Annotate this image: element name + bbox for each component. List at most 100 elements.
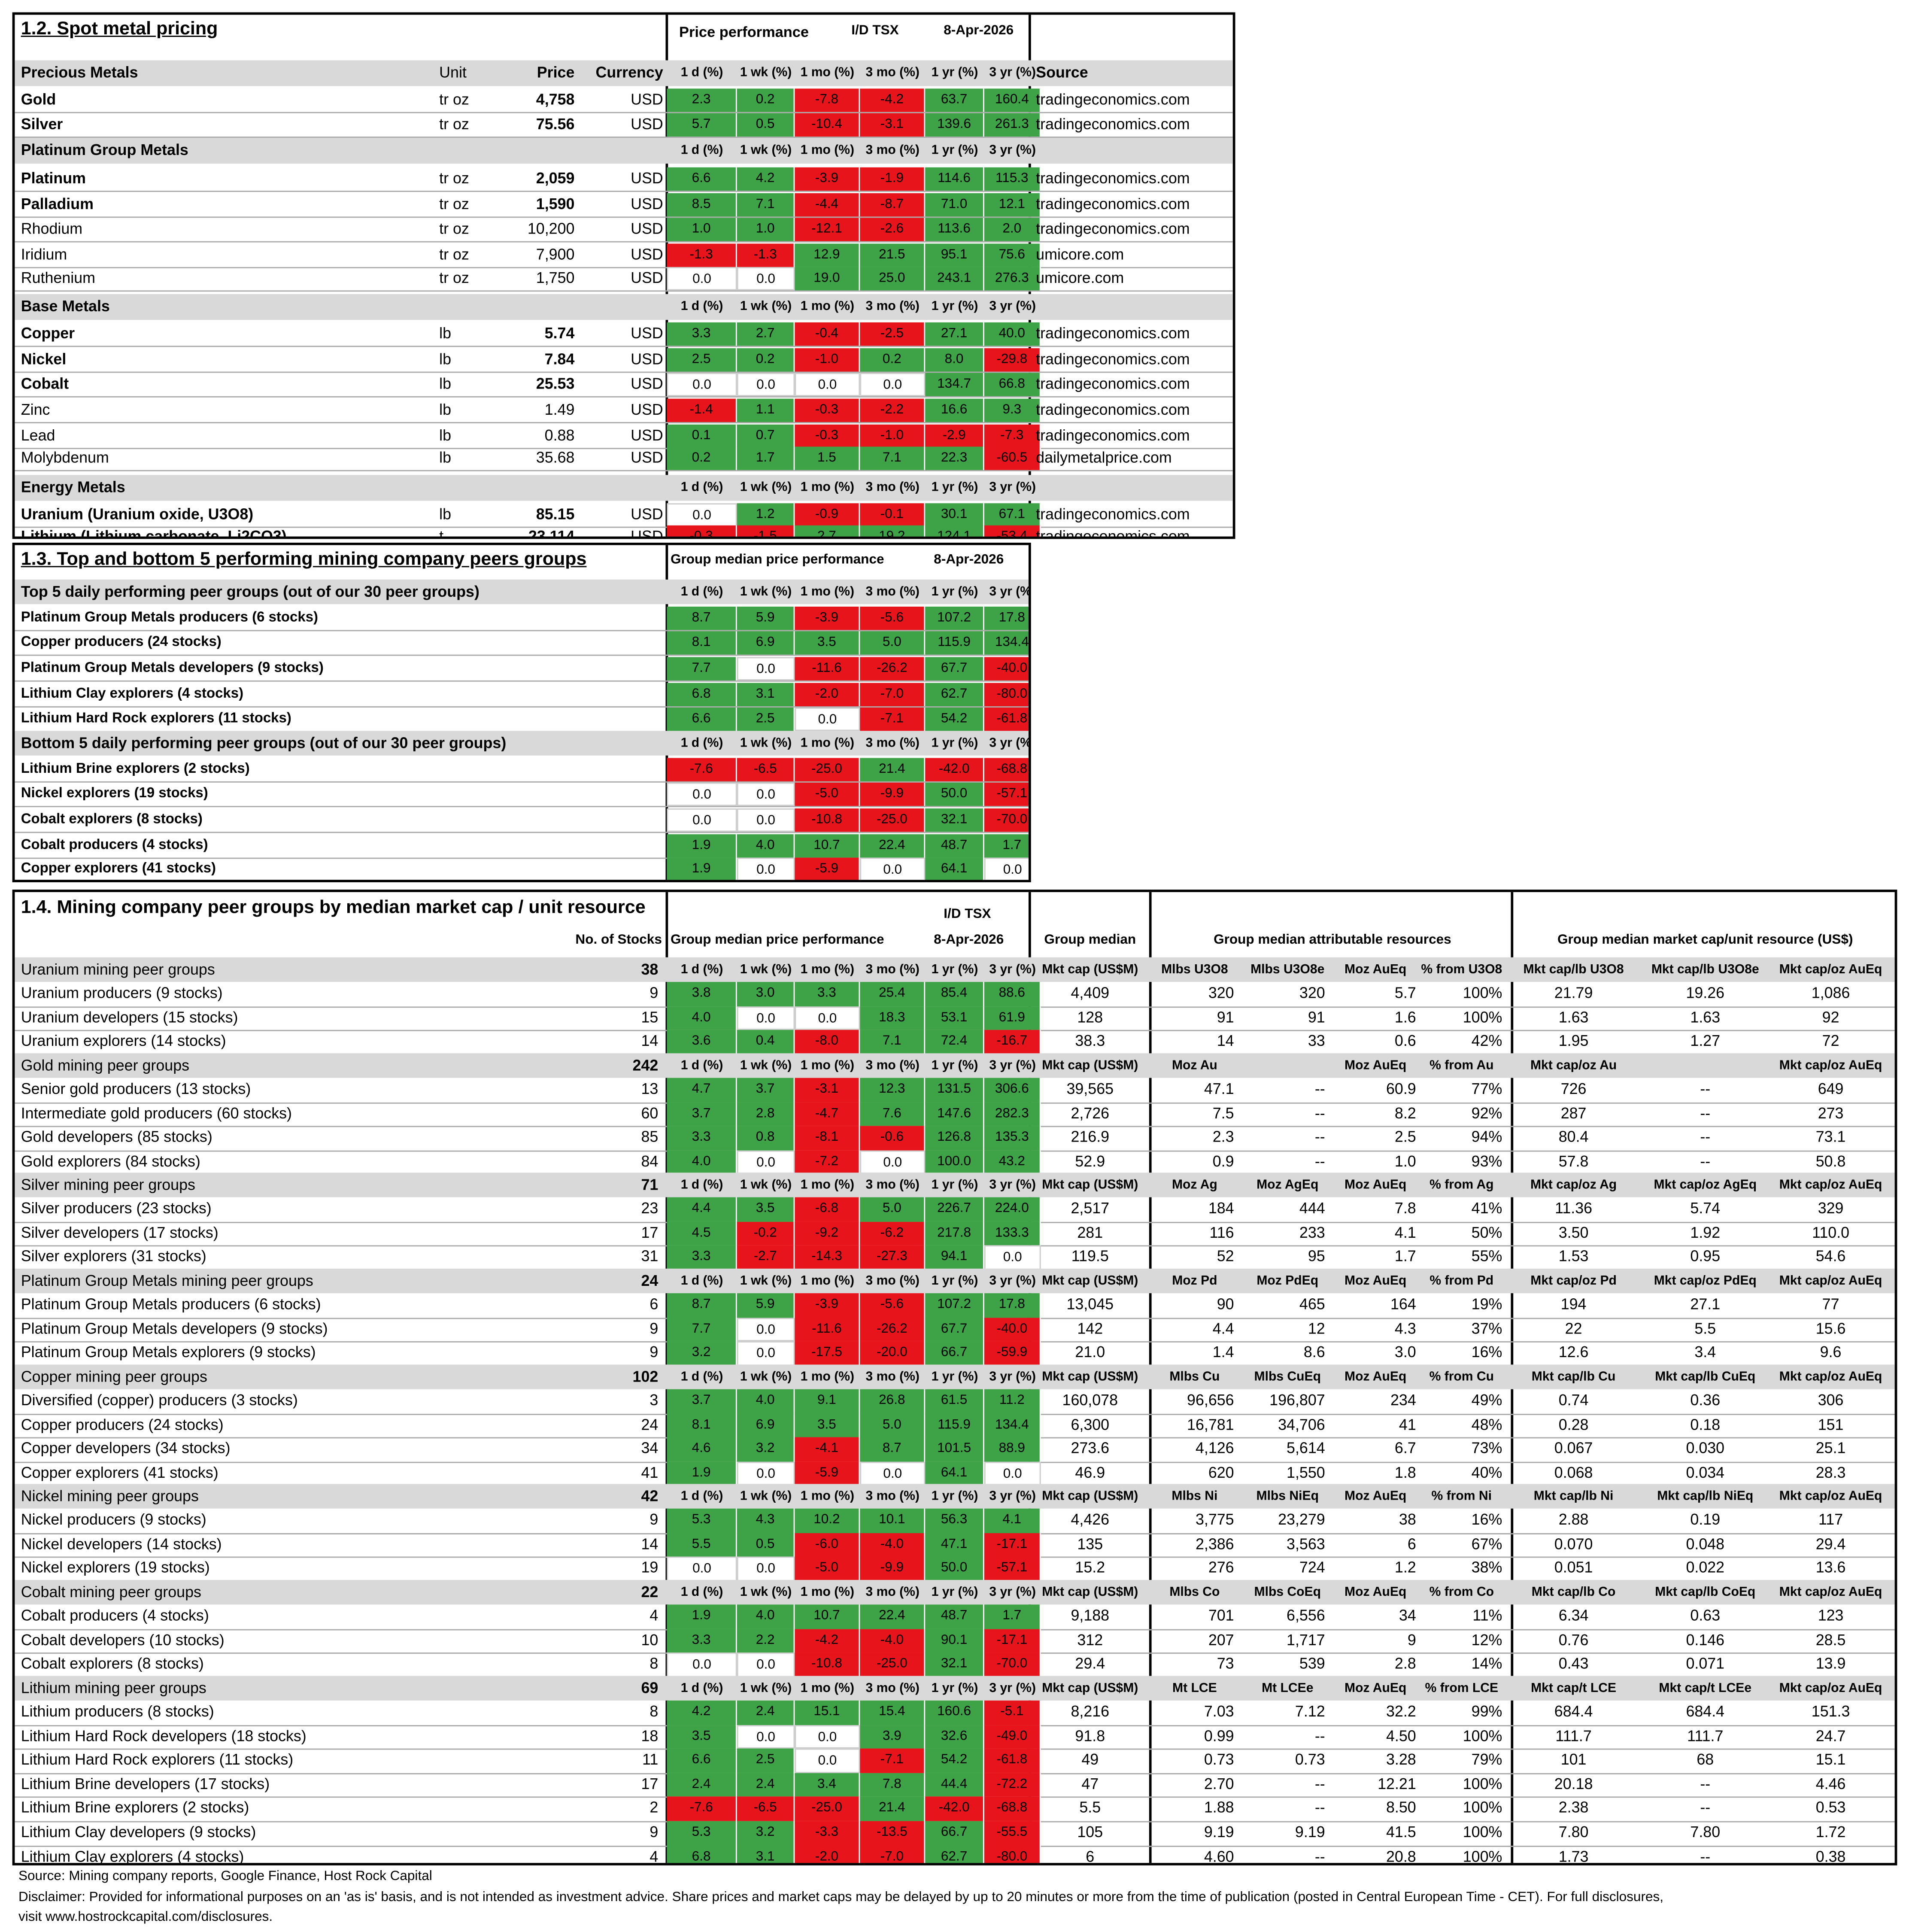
metal-unit: t bbox=[439, 528, 444, 539]
value-cell: 444 bbox=[1299, 1200, 1325, 1217]
perf-cell: 4.3 bbox=[737, 1508, 795, 1533]
stock-count: 14 bbox=[641, 1535, 659, 1552]
perf-header: 1 yr (%) bbox=[931, 65, 978, 80]
group-name: Nickel mining peer groups bbox=[21, 1487, 199, 1505]
value-cell: 2,386 bbox=[1195, 1535, 1234, 1552]
perf-cell: -5.0 bbox=[795, 782, 860, 806]
perf-cell: -40.0 bbox=[984, 1317, 1041, 1342]
perf-cell: 0.0 bbox=[667, 503, 737, 527]
value-cell: 8.6 bbox=[1303, 1344, 1325, 1361]
value-cell: 100% bbox=[1463, 1727, 1502, 1744]
perf-cell: -5.6 bbox=[860, 1293, 926, 1318]
perf-cell: -16.7 bbox=[984, 1030, 1041, 1054]
perf-header: 3 mo (%) bbox=[865, 1680, 920, 1696]
perf-cell: 62.7 bbox=[925, 1845, 984, 1863]
column-header: Mlbs CuEq bbox=[1254, 1369, 1321, 1385]
peer-name: Copper explorers (41 stocks) bbox=[21, 861, 216, 876]
stock-count: 4 bbox=[649, 1607, 659, 1625]
perf-header: 1 yr (%) bbox=[931, 1177, 978, 1193]
metal-source: tradingeconomics.com bbox=[1036, 401, 1190, 419]
value-cell: 151.3 bbox=[1811, 1703, 1850, 1720]
perf-cell: -6.2 bbox=[860, 1221, 926, 1245]
group-count: 22 bbox=[641, 1583, 659, 1601]
perf-cell: 32.6 bbox=[925, 1724, 984, 1749]
metal-currency: USD bbox=[631, 350, 663, 368]
column-header: Moz AgEq bbox=[1257, 1177, 1319, 1193]
stock-count: 11 bbox=[642, 1751, 659, 1768]
perf-cell: 0.0 bbox=[795, 373, 860, 396]
perf-cell: 261.3 bbox=[984, 113, 1041, 137]
perf-header: 1 yr (%) bbox=[931, 1585, 978, 1600]
disclosures-link[interactable]: visit www.hostrockcapital.com/disclosure… bbox=[18, 1910, 273, 1925]
value-cell: 12.6 bbox=[1558, 1344, 1589, 1361]
perf-cell: 126.8 bbox=[925, 1126, 984, 1151]
peer-row: Copper explorers (41 stocks) 1.9 0.0 -5.9 0.… bbox=[15, 857, 1029, 880]
value-cell: 1.92 bbox=[1690, 1224, 1721, 1241]
perf-cell: 2.7 bbox=[737, 322, 795, 346]
value-cell: 5.5 bbox=[1079, 1799, 1101, 1817]
perf-cell: -1.3 bbox=[667, 243, 737, 267]
metal-source: tradingeconomics.com bbox=[1036, 350, 1190, 368]
perf-cell: -9.9 bbox=[860, 782, 926, 806]
metal-source: tradingeconomics.com bbox=[1036, 115, 1190, 133]
group-name: Copper mining peer groups bbox=[21, 1368, 207, 1386]
metal-row: Uranium (Uranium oxide, U3O8) lb 85.15 USD 0… bbox=[15, 503, 1233, 528]
peer-row: Nickel explorers (19 stocks) 0.0 0.0 -5.0 -9… bbox=[15, 782, 1029, 808]
stock-count: 3 bbox=[649, 1391, 659, 1409]
perf-header: 3 yr (%) bbox=[989, 1369, 1036, 1385]
metal-name: Nickel bbox=[21, 350, 67, 368]
perf-cell: 0.1 bbox=[667, 424, 737, 448]
value-cell: 465 bbox=[1299, 1295, 1325, 1313]
perf-cell: 2.0 bbox=[984, 218, 1041, 241]
value-cell: -- bbox=[1314, 1775, 1325, 1793]
value-cell: 13.6 bbox=[1815, 1559, 1846, 1577]
perf-cell: 114.6 bbox=[925, 167, 984, 191]
perf-header: 3 mo (%) bbox=[865, 584, 920, 599]
perf-header: 1 d (%) bbox=[680, 480, 723, 495]
perf-cell: 22.4 bbox=[860, 1604, 926, 1629]
value-cell: 15.1 bbox=[1815, 1751, 1846, 1768]
perf-cell: -0.1 bbox=[860, 503, 926, 527]
perf-cell: 64.1 bbox=[925, 1461, 984, 1486]
perf-cell: 0.0 bbox=[737, 1341, 795, 1366]
group-count: 69 bbox=[641, 1680, 659, 1697]
perf-cell: 5.0 bbox=[860, 1413, 926, 1438]
metal-currency: USD bbox=[631, 528, 663, 539]
value-cell: 539 bbox=[1299, 1655, 1325, 1673]
column-header: Mkt cap/oz PdEq bbox=[1654, 1273, 1757, 1288]
perf-header: 1 yr (%) bbox=[931, 299, 978, 314]
perf-cell: 0.0 bbox=[737, 657, 795, 680]
perf-cell: -2.6 bbox=[860, 218, 926, 241]
perf-cell: -3.9 bbox=[795, 167, 860, 191]
peer-group-header: Lithium mining peer groups 69 1 d (%) 1 wk … bbox=[15, 1676, 1895, 1701]
perf-cell: -2.0 bbox=[795, 683, 860, 707]
column-header: Moz AuEq bbox=[1345, 1488, 1407, 1504]
column-header: Mlbs Co bbox=[1169, 1585, 1220, 1600]
perf-cell: 2.4 bbox=[737, 1700, 795, 1725]
perf-header: 1 d (%) bbox=[680, 1369, 723, 1385]
perf-cell: 47.1 bbox=[925, 1532, 984, 1557]
disclaimer: Disclaimer: Provided for informational p… bbox=[18, 1890, 1664, 1905]
stock-count: 9 bbox=[649, 1511, 659, 1528]
perf-header: 1 wk (%) bbox=[740, 480, 792, 495]
perf-cell: -5.9 bbox=[795, 1461, 860, 1486]
perf-header: 1 mo (%) bbox=[800, 962, 855, 977]
value-cell: 19.26 bbox=[1686, 984, 1725, 1002]
value-cell: 0.43 bbox=[1558, 1655, 1589, 1673]
perf-header: 1 d (%) bbox=[680, 143, 723, 158]
value-cell: 0.034 bbox=[1686, 1464, 1725, 1482]
peer-name: Platinum Group Metals explorers (9 stock… bbox=[21, 1344, 316, 1361]
perf-cell: 2.4 bbox=[737, 1773, 795, 1797]
value-cell: 49% bbox=[1471, 1391, 1502, 1409]
perf-cell: -7.6 bbox=[667, 1797, 737, 1821]
perf-cell: -0.9 bbox=[795, 503, 860, 527]
stock-count: 17 bbox=[641, 1775, 659, 1793]
perf-cell: 25.0 bbox=[860, 267, 926, 291]
perf-cell: 54.2 bbox=[925, 1749, 984, 1773]
perf-cell: 12.1 bbox=[984, 193, 1041, 217]
value-cell: 684.4 bbox=[1686, 1703, 1725, 1720]
perf-cell: -60.5 bbox=[984, 447, 1041, 470]
value-cell: 4.1 bbox=[1394, 1224, 1416, 1241]
value-cell: 8.2 bbox=[1394, 1104, 1416, 1122]
value-cell: 13.9 bbox=[1815, 1655, 1846, 1673]
